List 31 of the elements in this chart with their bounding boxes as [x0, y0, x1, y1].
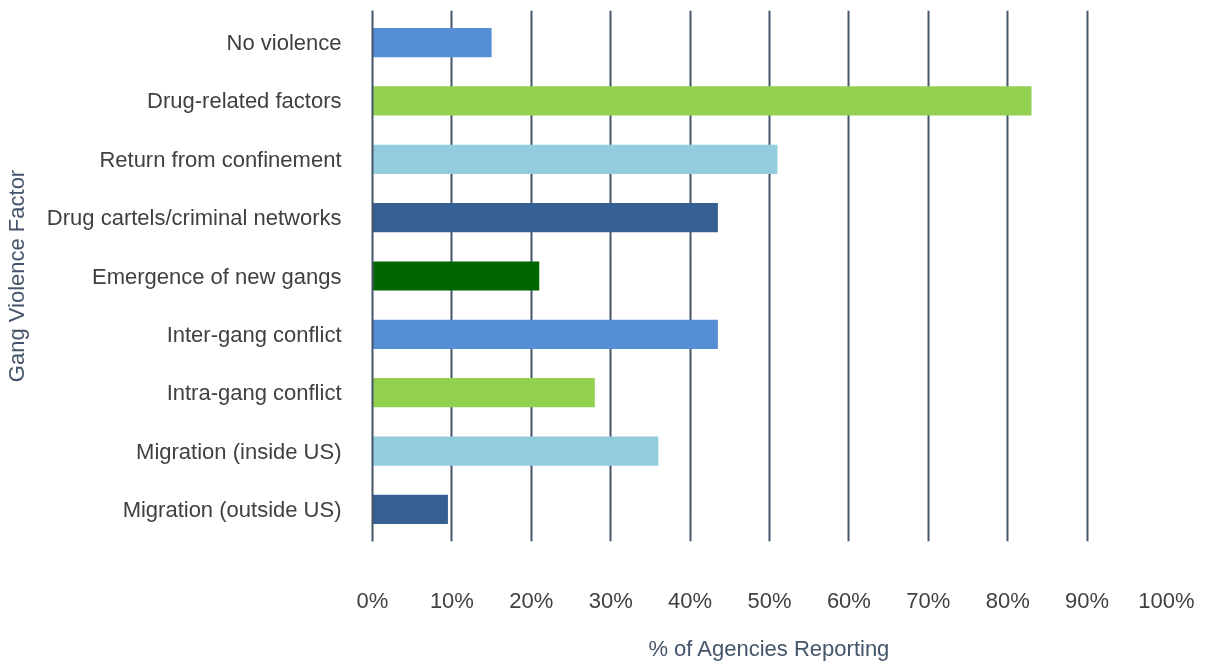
y-tick-label: Migration (inside US) — [136, 438, 342, 464]
y-axis-title: Gang Violence Factor — [3, 169, 29, 383]
bar — [372, 144, 778, 174]
bar — [372, 261, 540, 291]
y-tick-label: Inter-gang conflict — [166, 321, 342, 347]
bar — [372, 436, 659, 466]
y-tick-label: Return from confinement — [99, 146, 342, 172]
bar — [372, 86, 1032, 116]
bar — [372, 28, 492, 58]
y-tick-label: Migration (outside US) — [122, 496, 342, 522]
x-tick-label: 40% — [668, 587, 713, 613]
x-tick-label: 10% — [429, 587, 474, 613]
y-tick-label: Drug cartels/criminal networks — [46, 205, 342, 231]
x-tick-label: 0% — [356, 587, 389, 613]
x-tick-label: 30% — [588, 587, 633, 613]
x-tick-label: 50% — [747, 587, 792, 613]
x-tick-label: 80% — [985, 587, 1030, 613]
x-tick-label: 100% — [1138, 587, 1195, 613]
x-axis-title: % of Agencies Reporting — [648, 635, 890, 661]
bar — [372, 319, 718, 349]
bar — [372, 378, 595, 408]
bar — [372, 494, 448, 524]
x-tick-label: 20% — [509, 587, 554, 613]
y-tick-label: Intra-gang conflict — [166, 380, 342, 406]
x-tick-label: 70% — [906, 587, 951, 613]
y-tick-label: No violence — [226, 30, 342, 56]
x-tick-label: 90% — [1065, 587, 1110, 613]
x-tick-label: 60% — [826, 587, 871, 613]
bar — [372, 203, 718, 233]
y-tick-label: Drug-related factors — [147, 88, 342, 114]
y-tick-label: Emergence of new gangs — [92, 263, 342, 289]
